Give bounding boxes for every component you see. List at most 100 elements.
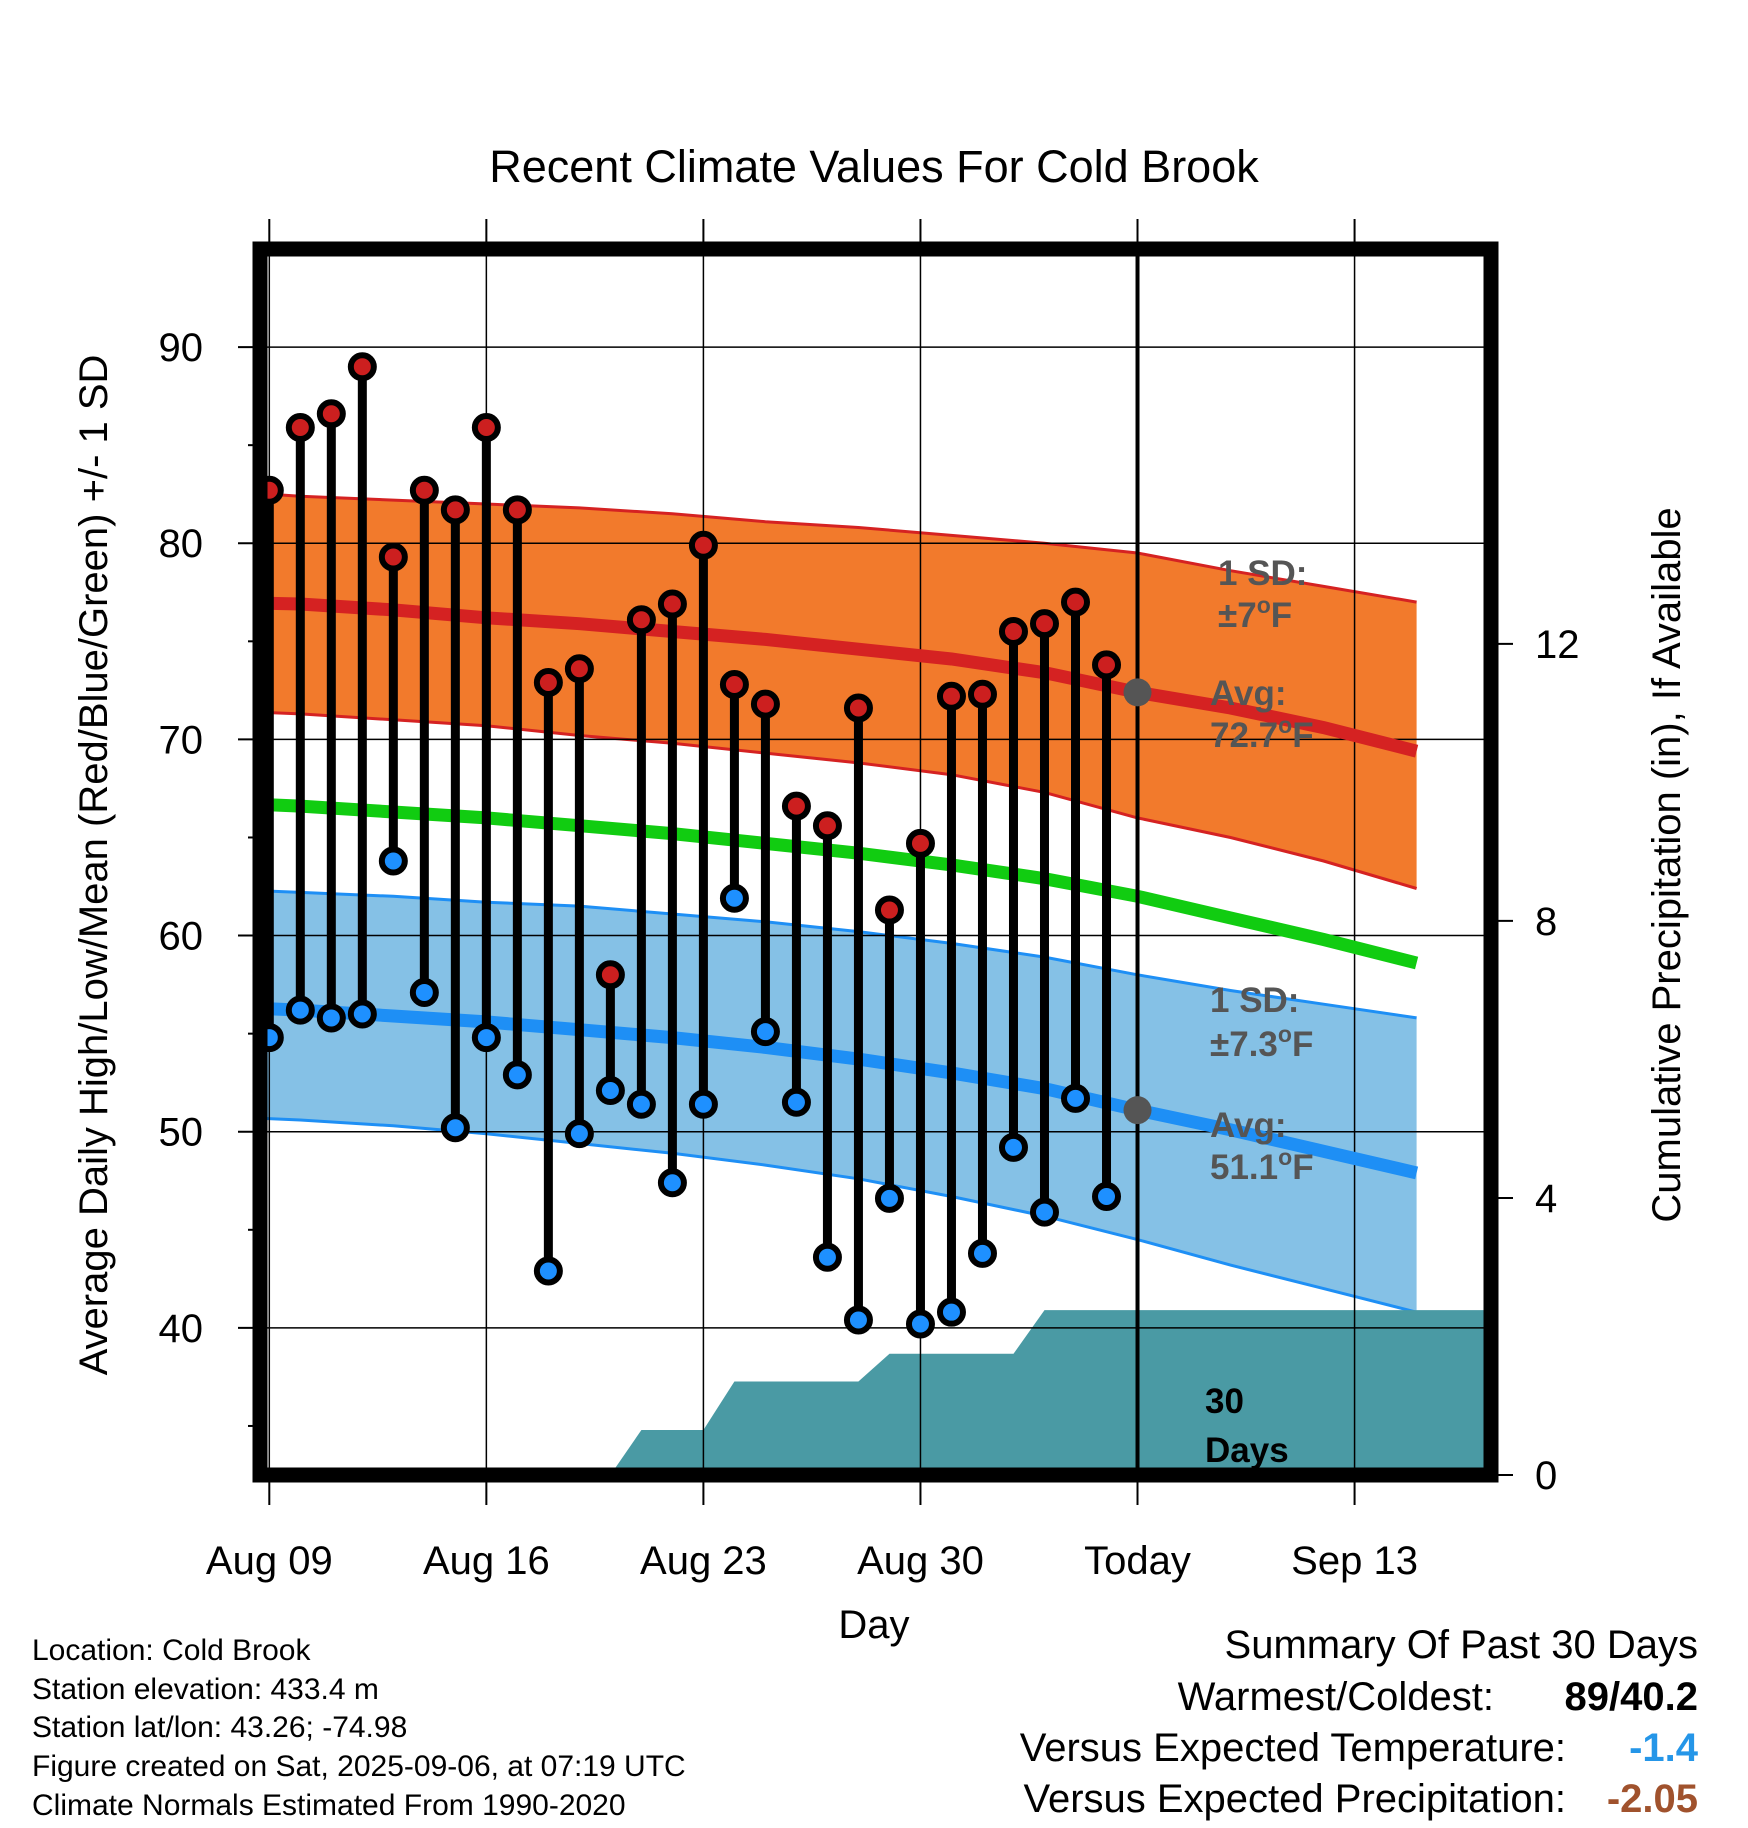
daily-high-marker (595, 960, 625, 990)
daily-high-marker (750, 689, 780, 719)
daily-high-marker (1060, 587, 1090, 617)
daily-low-marker (409, 977, 439, 1007)
precip-versus-value: -2.05 (1607, 1777, 1698, 1821)
high-avg-label: Avg: (1210, 674, 1286, 713)
low-annotations: 1 SD: ±7.3oF Avg: 51.1oF (1210, 981, 1314, 1187)
x-axis-tick-labels: Aug 09 Aug 16 Aug 23 Aug 30 Today Sep 13 (206, 1539, 1418, 1583)
latlon-text: Station lat/lon: 43.26; -74.98 (32, 1711, 407, 1744)
daily-high-marker (1029, 609, 1059, 639)
daily-low-marker (1029, 1197, 1059, 1227)
daily-low-marker (227, 965, 250, 988)
daily-low-marker (874, 1183, 904, 1213)
temp-versus-value: -1.4 (1629, 1726, 1699, 1770)
daily-high-marker (440, 495, 470, 525)
high-sd-value: ±7oF (1218, 592, 1292, 635)
y-tick-label: 90 (159, 326, 204, 370)
daily-high-marker (967, 679, 997, 709)
daily-low-marker (378, 846, 408, 876)
grid-lines (260, 249, 1491, 1475)
temp-versus-label: Versus Expected Temperature: (1020, 1726, 1566, 1770)
x-tick-label: Aug 09 (206, 1539, 333, 1583)
x-axis-label: Day (838, 1603, 909, 1647)
x-tick-label: Aug 23 (640, 1539, 767, 1583)
high-avg-value: 72.7oF (1210, 712, 1314, 755)
precip-days-number: 30 (1205, 1382, 1244, 1421)
mean-high-line (260, 596, 1419, 758)
low-avg-label: Avg: (1210, 1106, 1286, 1145)
summary-panel: Summary Of Past 30 Days Warmest/Coldest:… (1020, 1623, 1699, 1821)
precip-area (610, 1310, 1491, 1475)
daily-low-marker (905, 1309, 935, 1339)
daily-high-marker (719, 669, 749, 699)
y2-tick-label: 4 (1535, 1177, 1557, 1221)
daily-low-marker (471, 1023, 501, 1053)
y-tick-label: 40 (159, 1307, 204, 1351)
daily-high-marker (781, 791, 811, 821)
daily-high-marker (316, 399, 346, 429)
high-sd-band (260, 493, 1417, 889)
today-high-marker (1123, 678, 1152, 707)
normals-period-text: Climate Normals Estimated From 1990-2020 (32, 1789, 626, 1822)
today-low-marker (1123, 1096, 1152, 1125)
y2-tick-label: 8 (1535, 900, 1557, 944)
daily-low-marker (657, 1168, 687, 1198)
daily-high-marker (657, 589, 687, 619)
plot-area (227, 249, 1491, 1475)
y-tick-label: 70 (159, 718, 204, 762)
daily-high-marker (874, 895, 904, 925)
summary-title: Summary Of Past 30 Days (1225, 1623, 1698, 1667)
low-sd-value: ±7.3oF (1210, 1021, 1313, 1064)
y2-tick-label: 0 (1535, 1454, 1557, 1498)
y2-axis-tick-labels: 0 4 8 12 (1535, 623, 1580, 1498)
daily-low-marker (533, 1256, 563, 1286)
daily-low-marker (1060, 1083, 1090, 1113)
high-sd-lower-edge (260, 710, 1418, 890)
daily-low-marker (285, 995, 315, 1025)
y-tick-label: 80 (159, 522, 204, 566)
low-avg-value: 51.1oF (1210, 1144, 1314, 1187)
warmest-coldest-label: Warmest/Coldest: (1178, 1675, 1494, 1719)
daily-observations (227, 352, 1122, 1339)
daily-high-marker (843, 693, 873, 723)
y2-tick-label: 12 (1535, 623, 1580, 667)
low-sd-band (260, 890, 1417, 1313)
daily-high-marker (409, 475, 439, 505)
daily-high-marker (936, 681, 966, 711)
x-tick-label: Aug 30 (857, 1539, 984, 1583)
mean-low-line (260, 1001, 1419, 1180)
daily-low-marker (781, 1087, 811, 1117)
daily-high-marker (502, 495, 532, 525)
daily-low-marker (316, 1003, 346, 1033)
high-annotations: 1 SD: ±7oF Avg: 72.7oF (1210, 554, 1314, 755)
daily-high-marker (812, 811, 842, 841)
x-tick-label: Aug 16 (423, 1539, 550, 1583)
precip-versus-label: Versus Expected Precipitation: (1023, 1777, 1566, 1821)
daily-low-marker (440, 1113, 470, 1143)
daily-low-marker (564, 1119, 594, 1149)
daily-high-marker (285, 413, 315, 443)
daily-low-marker (626, 1089, 656, 1119)
daily-low-marker (843, 1305, 873, 1335)
daily-low-marker (1092, 1181, 1122, 1211)
daily-high-marker (688, 530, 718, 560)
precip-days-annotation: 30 Days (1205, 1382, 1289, 1470)
daily-low-marker (719, 883, 749, 913)
daily-low-marker (812, 1242, 842, 1272)
low-sd-label: 1 SD: (1210, 981, 1299, 1020)
high-sd-upper-edge (260, 492, 1417, 604)
daily-high-marker (626, 605, 656, 635)
daily-low-marker (502, 1060, 532, 1090)
daily-high-marker (905, 828, 935, 858)
warmest-coldest-value: 89/40.2 (1565, 1675, 1698, 1719)
location-text: Location: Cold Brook (32, 1634, 311, 1667)
elevation-text: Station elevation: 433.4 m (32, 1673, 379, 1706)
precip-days-word: Days (1205, 1431, 1289, 1470)
y-axis-label: Average Daily High/Low/Mean (Red/Blue/Gr… (72, 355, 116, 1376)
low-sd-lower-edge (260, 1116, 1417, 1314)
daily-high-marker (998, 617, 1028, 647)
daily-low-marker (750, 1017, 780, 1047)
daily-low-marker (998, 1132, 1028, 1162)
daily-high-marker (1092, 650, 1122, 680)
daily-high-marker (564, 654, 594, 684)
